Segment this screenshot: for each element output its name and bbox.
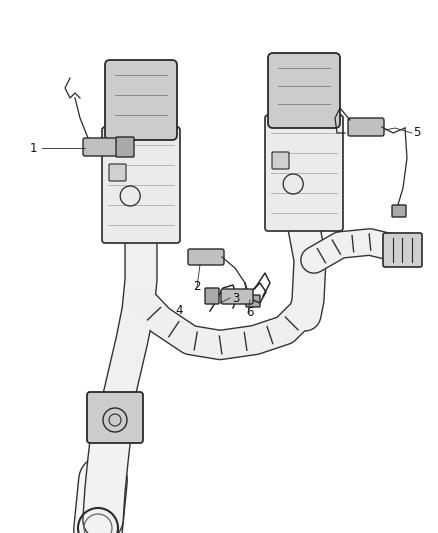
FancyBboxPatch shape (83, 138, 122, 156)
FancyBboxPatch shape (392, 205, 406, 217)
Text: 2: 2 (193, 280, 201, 294)
Text: 5: 5 (413, 126, 420, 140)
FancyBboxPatch shape (102, 127, 180, 243)
FancyBboxPatch shape (109, 164, 126, 181)
FancyBboxPatch shape (188, 249, 224, 265)
FancyBboxPatch shape (383, 233, 422, 267)
FancyBboxPatch shape (116, 137, 134, 157)
Text: 4: 4 (175, 303, 183, 317)
FancyBboxPatch shape (105, 60, 177, 140)
FancyBboxPatch shape (87, 392, 143, 443)
FancyBboxPatch shape (272, 152, 289, 169)
FancyBboxPatch shape (265, 115, 343, 231)
FancyBboxPatch shape (221, 289, 253, 304)
FancyBboxPatch shape (246, 295, 260, 307)
FancyBboxPatch shape (205, 288, 219, 304)
FancyBboxPatch shape (348, 118, 384, 136)
Text: 3: 3 (232, 292, 240, 304)
FancyBboxPatch shape (268, 53, 340, 128)
Text: 6: 6 (246, 306, 254, 319)
Text: 1: 1 (29, 141, 37, 155)
